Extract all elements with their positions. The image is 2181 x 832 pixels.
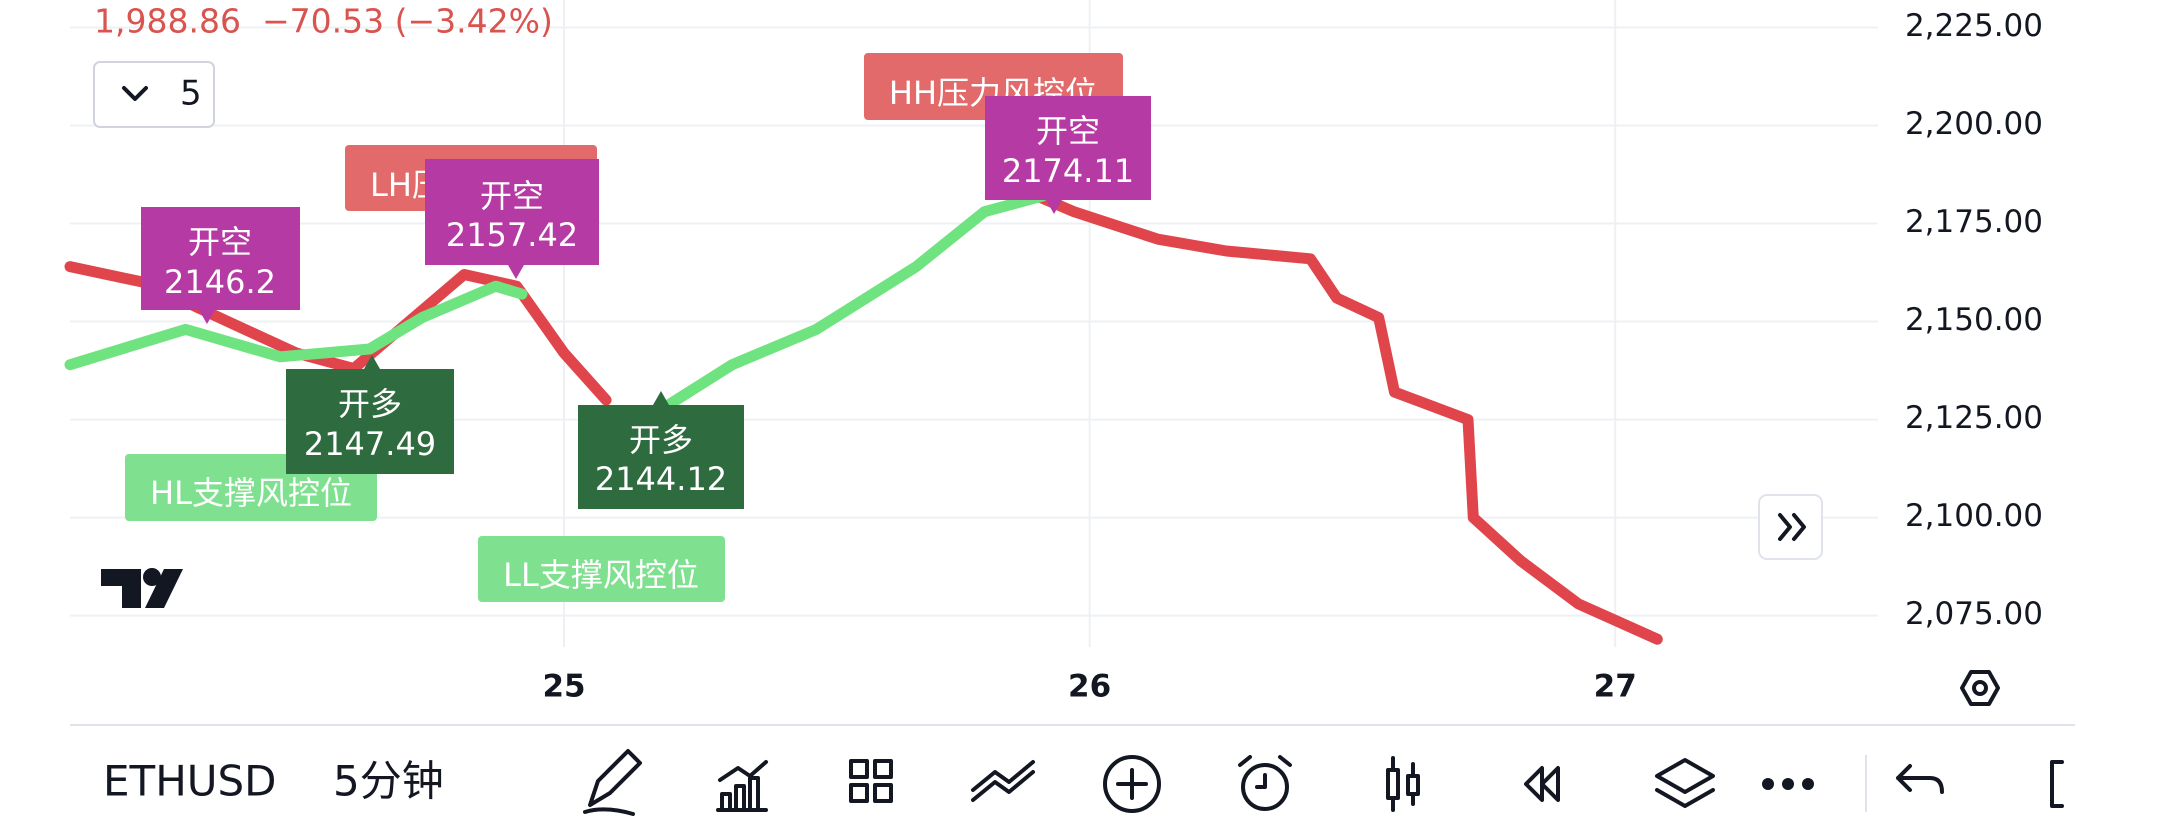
add-tool[interactable]: [1103, 755, 1161, 813]
zone-label-box: [478, 536, 725, 602]
layers-tool[interactable]: [1655, 758, 1715, 808]
interval-count: 5: [180, 74, 202, 114]
signal-label: 开空: [480, 177, 544, 215]
zone-label: HL支撑风控位: [150, 474, 352, 512]
more-dot[interactable]: [1802, 778, 1814, 790]
more-dot[interactable]: [1782, 778, 1794, 790]
scroll-icon: [1778, 513, 1806, 541]
fullscreen-tool[interactable]: [2050, 760, 2064, 808]
signal-label: 开空: [1036, 112, 1100, 150]
signal-price: 2146.2: [164, 263, 276, 301]
y-tick-label: 2,150.00: [1905, 302, 2043, 338]
signal-label: 开多: [338, 385, 402, 423]
signal-price: 2174.11: [1002, 152, 1134, 190]
axis-settings[interactable]: [1960, 670, 2000, 706]
signal-box: [578, 391, 744, 509]
logo: [101, 568, 183, 608]
candles-tool[interactable]: [1386, 756, 1420, 812]
last-price: 1,988.86: [94, 2, 241, 41]
x-tick-label: 25: [542, 669, 585, 705]
y-tick-label: 2,125.00: [1905, 400, 2043, 436]
layouts-tool[interactable]: [849, 759, 893, 803]
x-tick-label: 27: [1594, 669, 1637, 705]
signal-box: [286, 355, 454, 474]
y-tick-label: 2,175.00: [1905, 204, 2043, 240]
replay-tool[interactable]: [1524, 766, 1560, 802]
signal-price: 2157.42: [446, 216, 578, 254]
undo-tool[interactable]: [1896, 764, 1944, 794]
line-series: [64, 190, 1048, 414]
y-tick-label: 2,225.00: [1905, 8, 2043, 44]
alert-icon: [1238, 755, 1292, 789]
signal-box: [985, 96, 1151, 214]
interval[interactable]: 5分钟: [333, 757, 444, 806]
indicators-tool[interactable]: [716, 760, 768, 812]
x-tick-label: 26: [1068, 669, 1111, 705]
patterns-tool[interactable]: [971, 760, 1035, 802]
signal-box: [141, 207, 300, 324]
draw-tool[interactable]: [583, 749, 642, 816]
add-icon: [1116, 768, 1148, 800]
signal-price: 2144.12: [595, 460, 727, 498]
signal-price: 2147.49: [304, 425, 436, 463]
price-change: −70.53 (−3.42%): [262, 2, 553, 41]
signal-label: 开空: [188, 223, 252, 261]
signal-box: [425, 159, 599, 279]
signal-label: 开多: [629, 421, 693, 459]
alert-tool[interactable]: [1241, 763, 1289, 811]
y-tick-label: 2,200.00: [1905, 106, 2043, 142]
dropdown-chevron: [122, 86, 148, 101]
toolbar-icons: [583, 749, 2064, 816]
symbol[interactable]: ETHUSD: [103, 757, 277, 806]
more-dot[interactable]: [1762, 778, 1774, 790]
interval-dropdown[interactable]: [93, 61, 215, 128]
axis-settings-dot: [1972, 680, 1988, 696]
zone-label: LL支撑风控位: [503, 556, 699, 594]
y-tick-label: 2,075.00: [1905, 596, 2043, 632]
y-tick-label: 2,100.00: [1905, 498, 2043, 534]
